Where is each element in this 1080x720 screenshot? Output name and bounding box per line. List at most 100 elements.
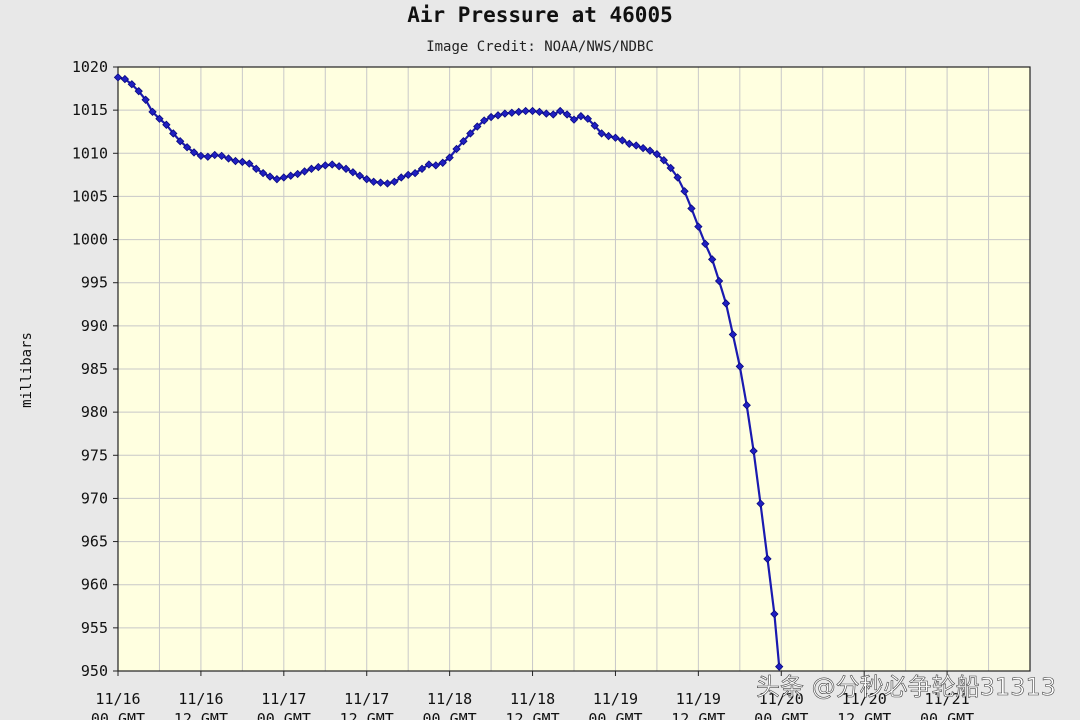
x-tick-time: 12 GMT — [671, 710, 725, 720]
data-point — [321, 161, 330, 170]
data-point — [721, 299, 731, 308]
data-point — [680, 187, 689, 196]
data-point — [196, 151, 206, 161]
data-point — [293, 169, 302, 179]
x-tick-time: 00 GMT — [588, 710, 642, 720]
data-point — [556, 106, 565, 116]
chart-title: Air Pressure at 46005 — [407, 3, 673, 27]
x-tick-date: 11/16 — [95, 690, 140, 708]
data-point — [763, 554, 772, 563]
x-tick-time: 00 GMT — [91, 710, 145, 720]
data-point — [742, 401, 751, 410]
data-point — [611, 133, 620, 142]
data-point — [369, 177, 378, 186]
data-point — [618, 136, 627, 145]
x-tick-date: 11/18 — [510, 690, 555, 708]
x-tick-date: 11/19 — [593, 690, 638, 708]
data-point — [775, 662, 784, 671]
data-point — [328, 160, 337, 169]
data-point — [314, 162, 323, 172]
y-tick-label: 970 — [81, 489, 108, 507]
y-tick-label: 950 — [81, 662, 108, 680]
data-point — [452, 144, 461, 154]
data-point — [687, 204, 696, 213]
data-point — [708, 255, 717, 264]
data-point — [438, 158, 447, 167]
data-point — [542, 109, 551, 118]
data-point — [113, 73, 123, 82]
data-point — [224, 154, 233, 163]
data-point — [182, 143, 192, 152]
data-point — [383, 179, 392, 188]
y-tick-label: 965 — [81, 533, 108, 551]
data-point — [162, 120, 171, 129]
x-tick-date: 11/17 — [344, 690, 389, 708]
data-point — [272, 175, 282, 184]
y-tick-label: 1000 — [72, 231, 108, 249]
x-tick-date: 11/16 — [178, 690, 223, 708]
data-point — [466, 129, 475, 138]
data-point — [334, 162, 344, 171]
y-tick-label: 955 — [81, 619, 108, 637]
data-point — [528, 106, 537, 116]
data-point — [286, 171, 295, 180]
x-tick-time: 12 GMT — [340, 710, 394, 720]
data-point — [604, 131, 613, 141]
data-point — [645, 146, 655, 155]
data-point — [203, 152, 212, 161]
data-point — [480, 116, 489, 125]
data-point — [355, 171, 364, 180]
y-tick-label: 985 — [81, 360, 108, 378]
data-point — [673, 173, 682, 182]
data-point — [445, 153, 454, 162]
data-point — [521, 106, 530, 116]
x-tick-time: 00 GMT — [257, 710, 311, 720]
data-point — [652, 149, 662, 159]
data-point — [300, 167, 309, 176]
y-axis-ticks: 1020 1015 1010 1005 1000 995 990 985 980 975 970 96… — [72, 58, 118, 680]
data-point — [217, 151, 226, 161]
x-tick-date: 11/17 — [261, 690, 306, 708]
x-tick-time: 12 GMT — [837, 710, 891, 720]
y-tick-label: 1015 — [72, 101, 108, 119]
x-tick-date: 11/20 — [842, 690, 887, 708]
data-point — [735, 362, 744, 371]
data-point — [625, 139, 634, 148]
data-point — [473, 122, 482, 131]
data-point — [362, 175, 371, 184]
data-point — [507, 108, 516, 117]
data-point — [756, 499, 765, 508]
x-axis-ticks: 11/16 00 GMT 11/16 12 GMT 11/17 00 GMT 11/17 12… — [91, 671, 974, 720]
data-point — [127, 80, 136, 89]
data-point — [638, 143, 648, 153]
data-point — [701, 239, 710, 249]
y-tick-label: 975 — [81, 446, 108, 464]
data-point — [659, 156, 668, 165]
data-point — [155, 114, 164, 123]
data-point — [632, 141, 641, 150]
data-point — [431, 161, 440, 170]
data-point — [376, 178, 385, 187]
data-point — [714, 276, 724, 286]
data-point — [728, 330, 738, 339]
x-tick-time: 12 GMT — [505, 710, 559, 720]
data-point — [120, 74, 130, 84]
x-tick-date: 11/18 — [427, 690, 472, 708]
y-tick-label: 1005 — [72, 187, 108, 205]
data-point — [514, 107, 523, 117]
data-point — [397, 173, 406, 182]
data-point — [231, 156, 240, 166]
y-tick-label: 995 — [81, 274, 108, 292]
x-tick-date: 11/19 — [676, 690, 721, 708]
x-tick-time: 00 GMT — [754, 710, 808, 720]
data-point — [169, 129, 178, 138]
data-point — [348, 168, 358, 177]
data-point — [549, 110, 558, 119]
y-tick-label: 1020 — [72, 58, 108, 76]
data-point — [583, 114, 592, 123]
y-axis-label: millibars — [19, 332, 35, 408]
data-point — [245, 159, 254, 168]
data-point — [590, 121, 599, 130]
data-point — [390, 177, 399, 186]
x-tick-time: 12 GMT — [174, 710, 228, 720]
